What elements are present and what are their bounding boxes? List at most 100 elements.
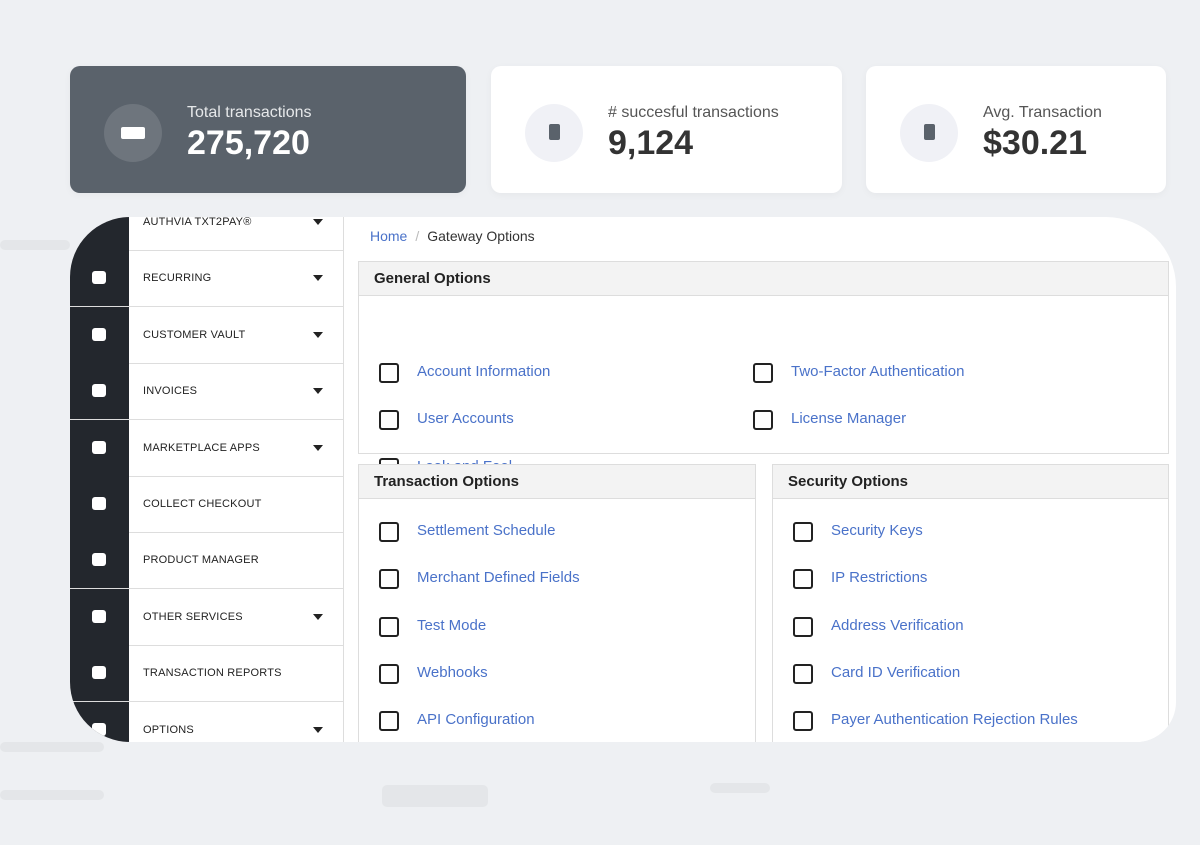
nav-item[interactable]: OPTIONS [70, 701, 343, 742]
stat-card: Avg. Transaction $30.21 [866, 66, 1166, 193]
icon-glyph [121, 127, 145, 139]
panel-title: Transaction Options [359, 465, 755, 499]
nav-item[interactable]: TRANSACTION REPORTS [70, 645, 343, 703]
panel-title: General Options [359, 262, 1168, 296]
nav-label: COLLECT CHECKOUT [143, 498, 262, 510]
icon-glyph [924, 124, 935, 140]
stat-label: # succesful transactions [608, 104, 779, 121]
stat-label: Avg. Transaction [983, 104, 1102, 121]
dropdown-caret [313, 726, 323, 733]
icon-glyph [92, 553, 106, 567]
option-link[interactable]: Merchant Defined Fields [417, 569, 580, 587]
breadcrumb-item: Gateway Options [427, 228, 535, 244]
option-link[interactable]: IP Restrictions [831, 569, 928, 587]
option-link[interactable]: Webhooks [417, 663, 488, 681]
option-link[interactable]: API Configuration [417, 711, 535, 729]
icon-glyph [92, 327, 106, 341]
stat-icon [525, 104, 583, 162]
breadcrumb-item[interactable]: Home [370, 228, 408, 244]
icon-glyph [549, 124, 560, 140]
icon-glyph [92, 666, 106, 680]
stat-value: 9,124 [608, 124, 694, 162]
link-icon [793, 711, 813, 732]
option-link[interactable]: Settlement Schedule [417, 522, 556, 539]
icon-glyph [92, 271, 106, 285]
link-icon [379, 363, 399, 383]
breadcrumb-separator: / [415, 228, 420, 244]
link-icon [793, 616, 813, 637]
dropdown-caret [313, 275, 323, 282]
stat-icon [104, 104, 162, 162]
icon-glyph [92, 497, 106, 510]
nav-item[interactable]: PRODUCT MANAGER [70, 532, 343, 590]
nav-label: TRANSACTION REPORTS [143, 667, 282, 680]
icon-glyph [92, 384, 106, 398]
nav-label: RECURRING [143, 272, 212, 285]
nav-item[interactable]: AUTHVIA TXT2PAY® [70, 217, 343, 251]
breadcrumb: Home / Gateway Options [370, 228, 535, 244]
main-panel: AUTHVIA TXT2PAY® RECURRING CUSTOMER VAULT I… [70, 217, 1176, 742]
options-panel: General Options Account Information Two-Fa… [358, 261, 1169, 478]
nav-icon [70, 701, 129, 742]
stat-label: Total transactions [187, 104, 312, 121]
link-icon [379, 410, 399, 431]
bg-bar [0, 790, 104, 800]
stat-value: $30.21 [983, 124, 1087, 162]
option-link[interactable]: User Accounts [417, 410, 514, 428]
nav-icon [70, 645, 129, 702]
nav-icon [70, 476, 129, 532]
dropdown-caret [313, 444, 323, 451]
nav-label: OTHER SERVICES [143, 610, 243, 623]
link-icon [753, 363, 773, 383]
bg-bar [0, 240, 70, 250]
option-link[interactable]: Security Keys [831, 522, 923, 539]
sidebar-border [343, 217, 344, 742]
option-link[interactable]: License Manager [791, 410, 907, 428]
link-icon [379, 663, 399, 684]
option-link[interactable]: Payer Authentication Rejection Rules [831, 711, 1078, 729]
option-link[interactable]: Two-Factor Authentication [791, 363, 965, 380]
stat-icon [900, 104, 958, 162]
nav-label: INVOICES [143, 385, 198, 398]
dropdown-caret [313, 613, 323, 620]
option-link[interactable]: Account Information [417, 363, 551, 380]
dropdown-caret [313, 388, 323, 395]
nav-icon [70, 250, 129, 307]
link-icon [379, 711, 399, 732]
options-panel: Transaction Options Settlement Schedule Me… [358, 464, 756, 742]
options-panel: Security Options Security Keys IP Restrict… [772, 464, 1169, 742]
stat-value: 275,720 [187, 124, 310, 162]
nav-icon [70, 363, 129, 420]
bg-bar [0, 742, 104, 752]
bg-bar [382, 785, 488, 807]
bg-bar [710, 783, 770, 793]
nav-icon [70, 532, 129, 589]
nav-icon [70, 419, 129, 476]
option-link[interactable]: Test Mode [417, 616, 487, 634]
link-icon [379, 569, 399, 590]
nav-icon [70, 588, 129, 645]
link-icon [793, 522, 813, 542]
nav-item[interactable]: INVOICES [70, 363, 343, 421]
nav-item[interactable]: MARKETPLACE APPS [70, 419, 343, 477]
nav-item[interactable]: RECURRING [70, 250, 343, 308]
dropdown-caret [313, 331, 323, 338]
nav-label: AUTHVIA TXT2PAY® [143, 217, 252, 228]
option-link[interactable]: Card ID Verification [831, 663, 961, 681]
nav-label: OPTIONS [143, 723, 194, 736]
link-icon [793, 663, 813, 684]
option-link[interactable]: Address Verification [831, 616, 964, 634]
nav-label: CUSTOMER VAULT [143, 328, 246, 341]
nav-item[interactable]: CUSTOMER VAULT [70, 306, 343, 364]
icon-glyph [92, 440, 106, 454]
nav-item[interactable]: COLLECT CHECKOUT [70, 476, 343, 533]
link-icon [379, 616, 399, 637]
link-icon [379, 522, 399, 542]
link-icon [753, 410, 773, 431]
icon-glyph [92, 609, 106, 623]
nav-item[interactable]: OTHER SERVICES [70, 588, 343, 646]
stat-card: Total transactions 275,720 [70, 66, 466, 193]
link-icon [793, 569, 813, 590]
nav-label: MARKETPLACE APPS [143, 441, 260, 454]
